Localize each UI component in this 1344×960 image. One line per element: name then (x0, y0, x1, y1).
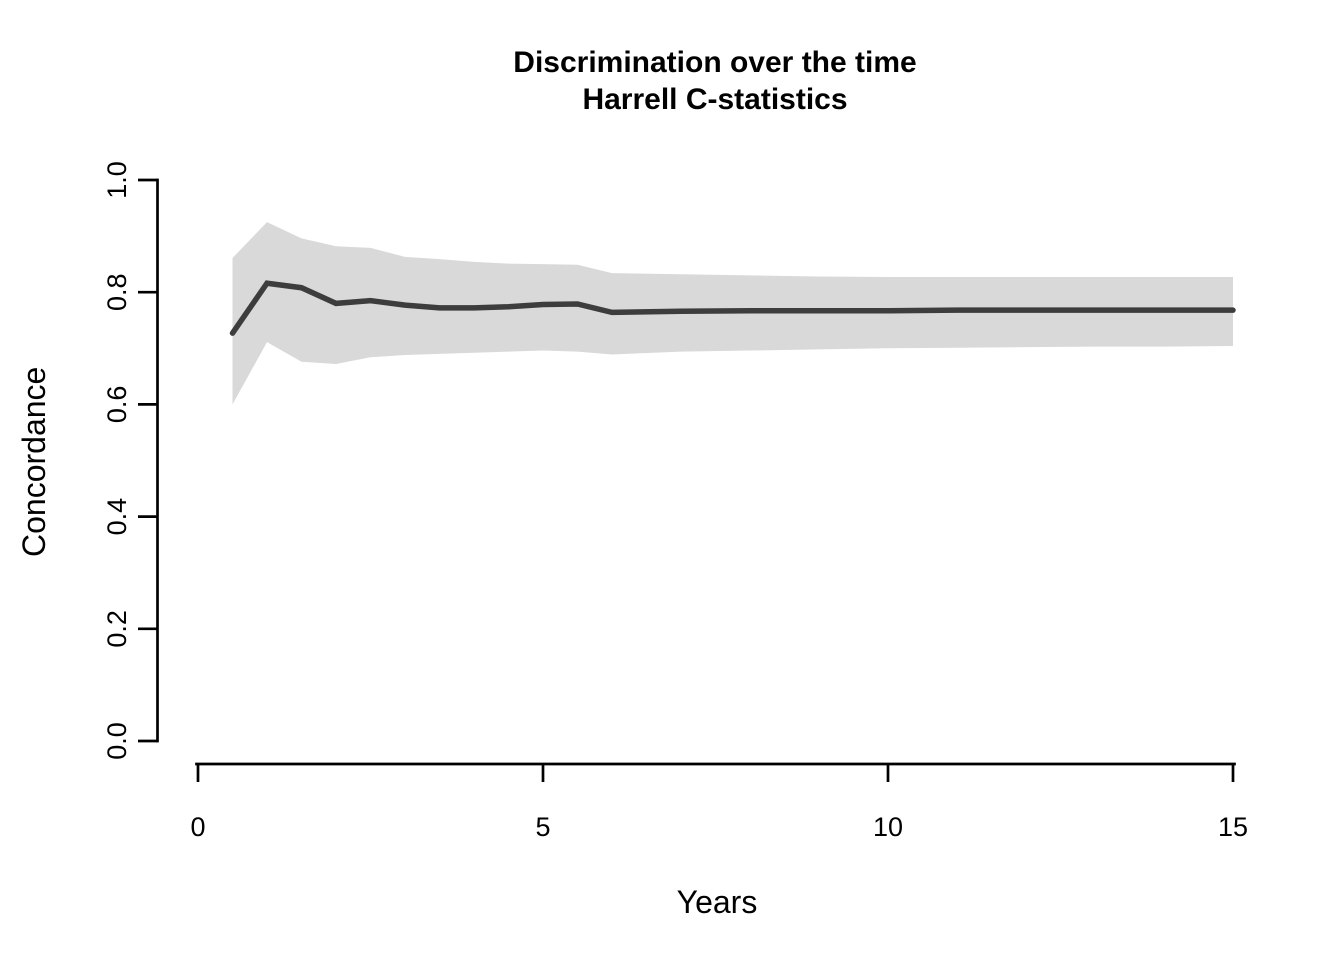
y-axis-title: Concordance (16, 366, 52, 557)
chart-title-line-2: Harrell C-statistics (582, 83, 848, 116)
y-axis-tick-label: 0.2 (102, 610, 132, 648)
x-axis-title: Years (676, 884, 758, 920)
y-axis-tick-label: 0.0 (102, 722, 132, 760)
x-axis-tick-label: 0 (190, 812, 205, 842)
x-axis-tick-label: 5 (535, 812, 550, 842)
y-axis-tick-label: 0.8 (102, 273, 132, 311)
chart-title-line-1: Discrimination over the time (513, 46, 917, 79)
y-axis-tick-label: 0.6 (102, 386, 132, 424)
concordance-line (229, 280, 1236, 336)
y-axis-tick-label: 1.0 (102, 161, 132, 199)
y-axis-tick-label: 0.4 (102, 498, 132, 536)
x-axis-tick-label: 10 (873, 812, 903, 842)
chart-title: Discrimination over the time Harrell C-s… (170, 44, 1260, 118)
x-axis-tick-label: 15 (1218, 812, 1248, 842)
